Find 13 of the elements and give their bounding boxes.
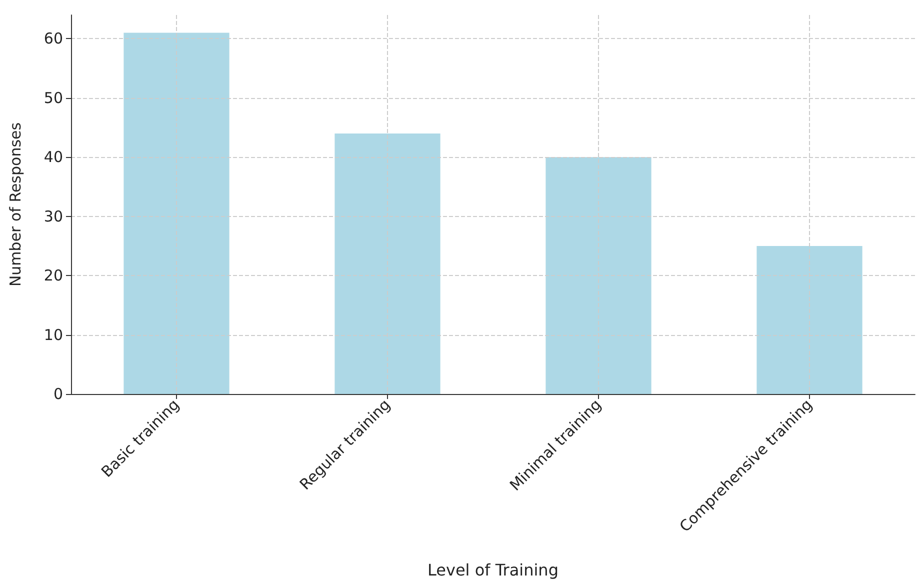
y-axis-title: Number of Responses: [6, 122, 24, 287]
bar: [756, 246, 862, 394]
y-tick-label: 50: [44, 88, 63, 107]
y-tick-label: 60: [44, 30, 63, 48]
x-axis-title: Level of Training: [428, 560, 558, 580]
y-tick-label: 10: [44, 326, 63, 344]
y-tick-label: 40: [44, 148, 63, 166]
bar: [124, 32, 230, 394]
y-tick-label: 30: [44, 207, 63, 226]
y-tick-label: 0: [53, 385, 63, 403]
bar: [546, 157, 652, 394]
y-tick-label: 20: [44, 266, 63, 285]
bar: [334, 133, 440, 394]
